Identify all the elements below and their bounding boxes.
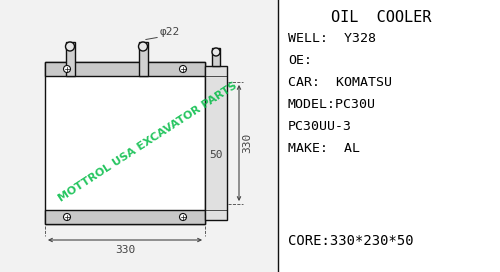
Text: 330: 330 (115, 245, 135, 255)
Circle shape (180, 214, 186, 221)
Circle shape (64, 214, 70, 221)
Bar (138, 42, 147, 76)
Circle shape (212, 48, 220, 56)
Text: OE:: OE: (288, 54, 312, 67)
Text: PC30UU-3: PC30UU-3 (288, 120, 352, 133)
Text: OIL  COOLER: OIL COOLER (331, 10, 431, 25)
Bar (66, 42, 74, 76)
Text: CAR:  KOMATSU: CAR: KOMATSU (288, 76, 392, 89)
Bar (205, 66, 227, 220)
Bar (45, 210, 205, 224)
Text: WELL:  Y328: WELL: Y328 (288, 32, 376, 45)
Circle shape (138, 42, 147, 51)
Circle shape (64, 66, 70, 73)
Text: φ22: φ22 (160, 27, 180, 37)
Text: 330: 330 (242, 133, 252, 153)
Text: MAKE:  AL: MAKE: AL (288, 142, 360, 155)
Circle shape (180, 66, 186, 73)
Text: CORE:330*230*50: CORE:330*230*50 (288, 234, 414, 248)
Text: 50: 50 (209, 150, 223, 160)
Text: MODEL:PC30U: MODEL:PC30U (288, 98, 376, 111)
Bar (212, 48, 220, 66)
Bar (45, 62, 205, 76)
Circle shape (66, 42, 74, 51)
Bar (45, 62, 205, 224)
Text: MOTTROL USA EXCAVATOR PARTS: MOTTROL USA EXCAVATOR PARTS (57, 81, 239, 204)
Bar (278, 0, 500, 272)
